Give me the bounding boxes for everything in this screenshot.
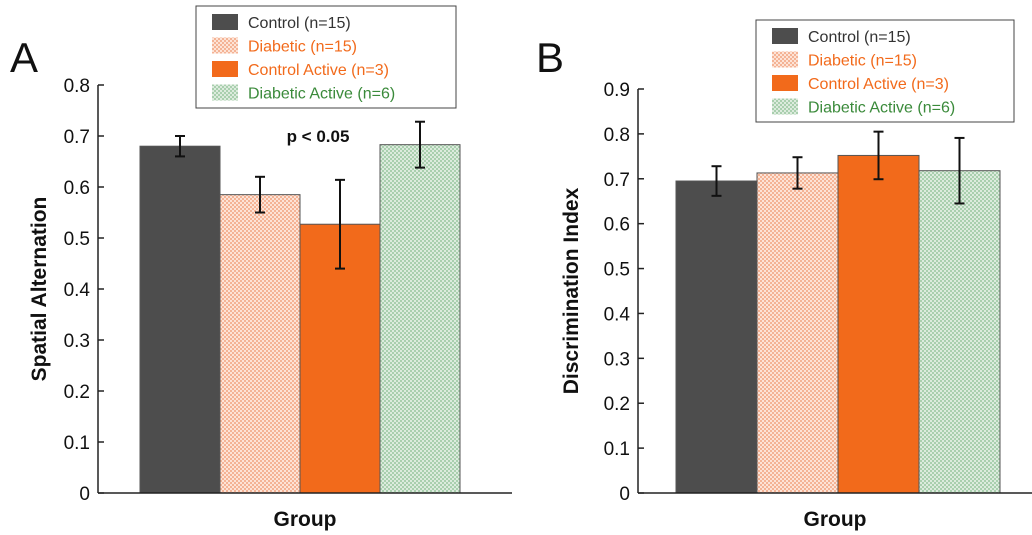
legend-series-name: Diabetic	[248, 39, 306, 56]
x-axis-title: Group	[804, 508, 867, 531]
bar-3	[837, 154, 920, 494]
significance-annotation: p < 0.05	[287, 127, 350, 146]
legend-box	[195, 5, 457, 109]
bar-2	[219, 194, 301, 494]
legend-sample-size: (n=6)	[913, 100, 955, 117]
legend-sample-size: (n=15)	[860, 29, 911, 46]
x-axis-title: Group	[274, 508, 337, 531]
y-tick-label: 0.3	[604, 349, 630, 370]
y-axis-title: Spatial Alternation	[28, 197, 51, 382]
bar-2	[756, 172, 839, 494]
legend-entry: Diabetic (n=15)	[808, 53, 917, 70]
y-tick-label: 0.5	[604, 260, 630, 281]
legend-swatch	[772, 98, 798, 115]
y-tick-label: 0.5	[64, 229, 90, 250]
legend-sample-size: (n=15)	[300, 15, 351, 32]
y-tick-label: 0.6	[604, 215, 630, 236]
y-tick-label: 0.7	[64, 127, 90, 148]
y-tick-label: 0.8	[604, 125, 630, 146]
legend-series-name: Control Active	[248, 62, 347, 79]
legend-series-name: Diabetic Active	[248, 86, 353, 103]
legend-series-name: Control	[808, 29, 860, 46]
y-tick-label: 0	[79, 484, 90, 505]
legend-sample-size: (n=6)	[353, 86, 395, 103]
y-tick-label: 0.4	[604, 304, 631, 325]
y-tick-label: 0.1	[64, 433, 90, 454]
y-axis-title: Discrimination Index	[560, 187, 583, 394]
y-tick-label: 0.8	[64, 76, 90, 97]
legend-swatch	[212, 37, 238, 54]
legend-series-name: Control	[248, 15, 300, 32]
bar-1	[675, 180, 758, 494]
legend-series-name: Diabetic Active	[808, 100, 913, 117]
y-tick-label: 0	[619, 484, 630, 505]
bar-4	[918, 170, 1001, 494]
legend-entry: Diabetic (n=15)	[248, 39, 357, 56]
legend-swatch	[772, 75, 798, 91]
legend-swatch	[212, 84, 238, 101]
y-tick-label: 0.3	[64, 331, 90, 352]
legend-swatch	[212, 14, 238, 30]
bar-1	[139, 145, 221, 494]
legend-entry: Diabetic Active (n=6)	[248, 86, 395, 103]
y-tick-label: 0.1	[604, 439, 630, 460]
legend-sample-size: (n=3)	[907, 76, 949, 93]
y-tick-label: 0.7	[604, 170, 630, 191]
legend-sample-size: (n=15)	[866, 53, 917, 70]
legend-sample-size: (n=15)	[306, 39, 357, 56]
legend-entry: Control Active (n=3)	[248, 62, 389, 79]
bar-4	[379, 144, 461, 494]
legend-swatch	[212, 61, 238, 77]
panel-label: A	[10, 34, 38, 81]
y-tick-label: 0.9	[604, 80, 630, 101]
chart-panel-a: A 0 0.1 0.2 0.3 0.4 0.5 0.6 0.7 0.8 Spatial Altern…	[10, 5, 512, 531]
legend-entry: Control (n=15)	[248, 15, 351, 32]
legend-series-name: Diabetic	[808, 53, 866, 70]
y-tick-label: 0.2	[64, 382, 90, 403]
panel-label: B	[536, 34, 564, 81]
legend-swatch	[772, 51, 798, 68]
legend-entry: Control (n=15)	[808, 29, 911, 46]
legend-entry: Diabetic Active (n=6)	[808, 100, 955, 117]
legend-entry: Control Active (n=3)	[808, 76, 949, 93]
legend-sample-size: (n=3)	[347, 62, 389, 79]
legend-series-name: Control Active	[808, 76, 907, 93]
y-tick-label: 0.2	[604, 394, 630, 415]
y-tick-label: 0.4	[64, 280, 91, 301]
chart-panel-b: B 0 0.1 0.2 0.3 0.4 0.5 0.6 0.7 0.8 0.9 Discriminat…	[536, 19, 1032, 531]
legend-box	[755, 19, 1015, 123]
y-tick-label: 0.6	[64, 178, 90, 199]
legend-swatch	[772, 28, 798, 44]
